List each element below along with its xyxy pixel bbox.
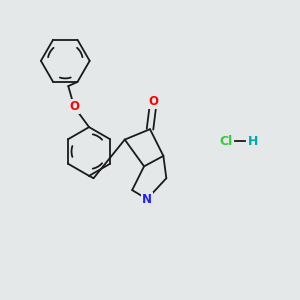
Text: Cl: Cl [219, 135, 232, 148]
Text: O: O [69, 100, 79, 113]
Text: O: O [148, 95, 158, 108]
Text: H: H [248, 135, 258, 148]
Text: N: N [142, 193, 152, 206]
